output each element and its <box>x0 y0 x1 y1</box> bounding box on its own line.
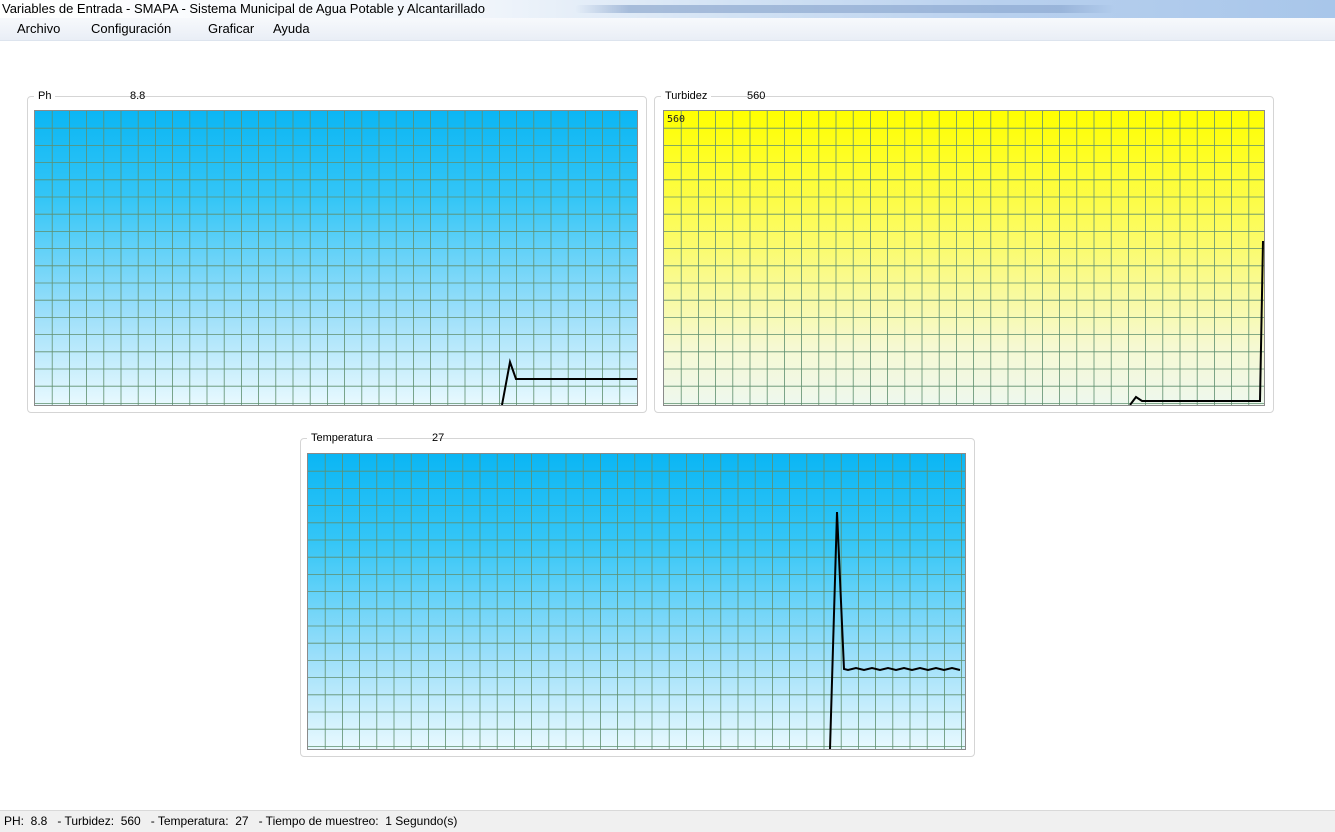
temperatura-label: Temperatura <box>311 432 373 444</box>
temperatura-trace <box>829 511 961 749</box>
turbidez-label: Turbidez <box>665 90 708 102</box>
turbidez-grid-and-trace <box>664 111 1264 405</box>
turbidez-value: 560 <box>747 90 766 102</box>
ph-grid <box>35 111 637 405</box>
turbidez-grid <box>664 111 1264 405</box>
status-text: PH: 8.8 - Turbidez: 560 - Temperatura: 2… <box>4 814 458 828</box>
ph-trace <box>501 358 637 405</box>
temperatura-value: 27 <box>432 432 445 444</box>
ph-plot <box>34 110 638 406</box>
turbidez-trace <box>1129 240 1264 405</box>
menu-graficar[interactable]: Graficar <box>208 21 255 36</box>
turbidez-groupbox: Turbidez 560 560 <box>654 89 1274 413</box>
turbidez-plot-label: 560 <box>667 114 686 125</box>
temperatura-grid <box>308 454 965 749</box>
ph-grid-and-trace <box>35 111 637 405</box>
ph-value: 8.8 <box>130 90 146 102</box>
menu-ayuda[interactable]: Ayuda <box>273 21 310 36</box>
blurred-title-extension <box>575 5 1115 13</box>
ph-legend: Ph 8.8 <box>34 89 145 103</box>
menu-archivo[interactable]: Archivo <box>17 21 61 36</box>
turbidez-legend: Turbidez 560 <box>661 89 765 103</box>
menu-bar: Archivo Configuración Graficar Ayuda <box>0 18 1335 41</box>
menu-configuracion[interactable]: Configuración <box>91 21 172 36</box>
status-bar: PH: 8.8 - Turbidez: 560 - Temperatura: 2… <box>0 810 1335 832</box>
turbidez-plot: 560 <box>663 110 1265 406</box>
window-titlebar: Variables de Entrada - SMAPA - Sistema M… <box>0 0 1335 18</box>
temperatura-grid-and-trace <box>308 454 965 749</box>
ph-groupbox: Ph 8.8 <box>27 89 647 413</box>
ph-label: Ph <box>38 90 52 102</box>
temperatura-legend: Temperatura 27 <box>307 431 444 445</box>
temperatura-plot <box>307 453 966 750</box>
temperatura-groupbox: Temperatura 27 <box>300 431 975 757</box>
window-title: Variables de Entrada - SMAPA - Sistema M… <box>2 1 485 16</box>
